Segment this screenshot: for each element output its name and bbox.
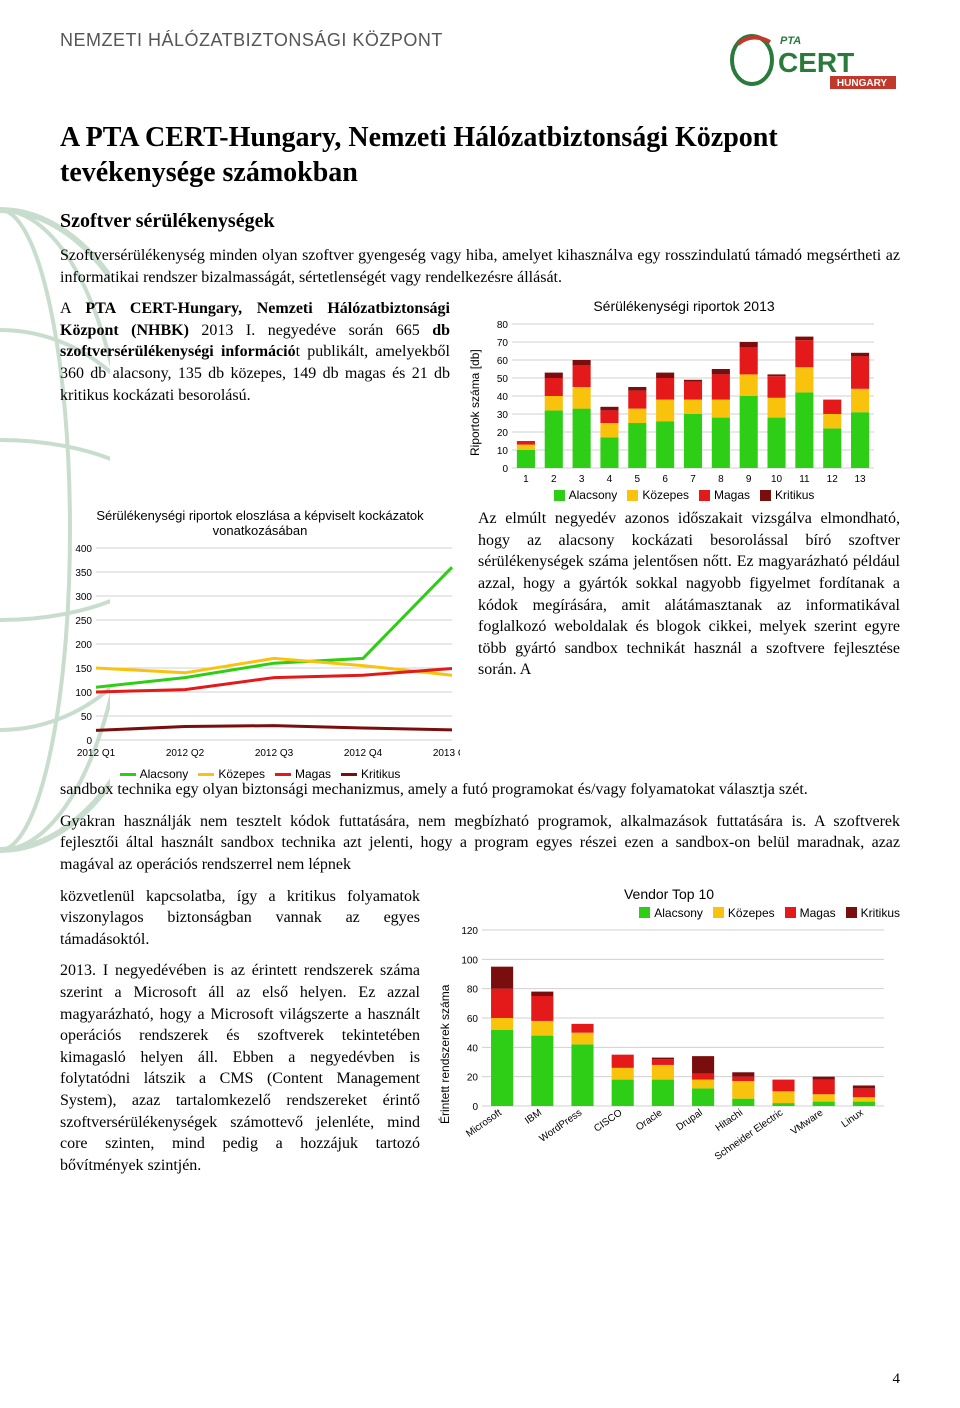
svg-text:350: 350 bbox=[75, 568, 92, 579]
line-chart: Sérülékenységi riportok eloszlása a képv… bbox=[60, 508, 460, 781]
svg-text:10: 10 bbox=[497, 446, 509, 457]
svg-text:7: 7 bbox=[690, 474, 696, 485]
svg-text:0: 0 bbox=[472, 1102, 478, 1113]
svg-text:2: 2 bbox=[551, 474, 557, 485]
svg-text:200: 200 bbox=[75, 640, 92, 651]
stacked-bar-chart: Sérülékenységi riportok 2013 Riportok sz… bbox=[468, 298, 900, 502]
svg-text:250: 250 bbox=[75, 616, 92, 627]
svg-text:80: 80 bbox=[467, 984, 479, 995]
svg-text:8: 8 bbox=[718, 474, 724, 485]
intro-para: Szoftversérülékenység minden olyan szoft… bbox=[60, 245, 900, 288]
svg-text:100: 100 bbox=[75, 688, 92, 699]
svg-text:WordPress: WordPress bbox=[538, 1107, 585, 1144]
svg-text:0: 0 bbox=[502, 464, 508, 475]
svg-text:13: 13 bbox=[855, 474, 867, 485]
sandbox-cont-para: közvetlenül kapcsolatba, így a kritikus … bbox=[60, 886, 420, 951]
svg-text:40: 40 bbox=[467, 1043, 479, 1054]
svg-text:3: 3 bbox=[579, 474, 585, 485]
svg-text:0: 0 bbox=[86, 736, 92, 747]
svg-text:4: 4 bbox=[607, 474, 613, 485]
svg-text:50: 50 bbox=[497, 374, 509, 385]
svg-text:CISCO: CISCO bbox=[592, 1107, 624, 1134]
line-chart-title: Sérülékenységi riportok eloszlása a képv… bbox=[60, 508, 460, 538]
svg-text:Oracle: Oracle bbox=[634, 1107, 665, 1133]
svg-text:2012 Q1: 2012 Q1 bbox=[77, 748, 116, 759]
page-title: A PTA CERT-Hungary, Nemzeti Hálózatbizto… bbox=[60, 120, 900, 190]
svg-text:120: 120 bbox=[461, 926, 478, 937]
stats-para: A PTA CERT-Hungary, Nemzeti Hálózatbizto… bbox=[60, 298, 450, 406]
svg-text:IBM: IBM bbox=[523, 1107, 544, 1126]
svg-text:PTA: PTA bbox=[780, 35, 801, 47]
stacked-ylabel: Riportok száma [db] bbox=[468, 318, 482, 488]
svg-text:2012 Q3: 2012 Q3 bbox=[255, 748, 294, 759]
svg-text:80: 80 bbox=[497, 320, 509, 331]
svg-text:300: 300 bbox=[75, 592, 92, 603]
svg-text:Drupal: Drupal bbox=[674, 1107, 704, 1133]
svg-text:12: 12 bbox=[827, 474, 839, 485]
svg-text:9: 9 bbox=[746, 474, 752, 485]
svg-text:2012 Q4: 2012 Q4 bbox=[344, 748, 383, 759]
analysis-para: Az elmúlt negyedév azonos időszakait viz… bbox=[478, 508, 900, 681]
svg-text:150: 150 bbox=[75, 664, 92, 675]
cert-logo: PTA CERT HUNGARY bbox=[730, 30, 900, 95]
svg-text:Hitachi: Hitachi bbox=[714, 1107, 745, 1134]
svg-text:11: 11 bbox=[799, 474, 810, 485]
svg-text:70: 70 bbox=[497, 338, 509, 349]
svg-text:Schneider Electric: Schneider Electric bbox=[713, 1107, 785, 1162]
sandbox-def-para: sandbox technika egy olyan biztonsági me… bbox=[60, 779, 900, 801]
svg-text:Linux: Linux bbox=[840, 1107, 866, 1130]
section-subtitle: Szoftver sérülékenységek bbox=[60, 210, 900, 233]
svg-text:1: 1 bbox=[523, 474, 529, 485]
svg-text:10: 10 bbox=[771, 474, 783, 485]
sandbox-usage-para: Gyakran használják nem tesztelt kódok fu… bbox=[60, 811, 900, 876]
vendor-ylabel: Érintett rendszerek száma bbox=[438, 924, 452, 1184]
stacked-legend: AlacsonyKözepesMagasKritikus bbox=[468, 488, 900, 502]
line-legend: AlacsonyKözepesMagasKritikus bbox=[60, 767, 460, 781]
svg-text:60: 60 bbox=[467, 1014, 479, 1025]
svg-text:30: 30 bbox=[497, 410, 509, 421]
svg-text:HUNGARY: HUNGARY bbox=[837, 78, 888, 89]
svg-text:60: 60 bbox=[497, 356, 509, 367]
svg-text:100: 100 bbox=[461, 955, 478, 966]
vendor-chart-title: Vendor Top 10 bbox=[438, 886, 900, 902]
stacked-chart-title: Sérülékenységi riportok 2013 bbox=[468, 298, 900, 314]
svg-text:20: 20 bbox=[467, 1072, 479, 1083]
svg-text:Microsoft: Microsoft bbox=[464, 1107, 504, 1139]
svg-text:5: 5 bbox=[635, 474, 641, 485]
vendor-legend: AlacsonyKözepesMagasKritikus bbox=[438, 906, 900, 920]
svg-text:50: 50 bbox=[81, 712, 93, 723]
svg-text:40: 40 bbox=[497, 392, 509, 403]
svg-text:2013 Q1: 2013 Q1 bbox=[433, 748, 460, 759]
org-name: NEMZETI HÁLÓZATBIZTONSÁGI KÖZPONT bbox=[60, 30, 443, 51]
svg-text:VMware: VMware bbox=[789, 1107, 826, 1137]
svg-text:400: 400 bbox=[75, 544, 92, 555]
page-number: 4 bbox=[893, 1371, 901, 1388]
svg-text:20: 20 bbox=[497, 428, 509, 439]
svg-text:2012 Q2: 2012 Q2 bbox=[166, 748, 205, 759]
svg-text:6: 6 bbox=[662, 474, 668, 485]
vendor-chart: Vendor Top 10 AlacsonyKözepesMagasKritik… bbox=[438, 886, 900, 1187]
vendor-para: 2013. I negyedévében is az érintett rend… bbox=[60, 960, 420, 1176]
svg-text:CERT: CERT bbox=[778, 47, 854, 78]
